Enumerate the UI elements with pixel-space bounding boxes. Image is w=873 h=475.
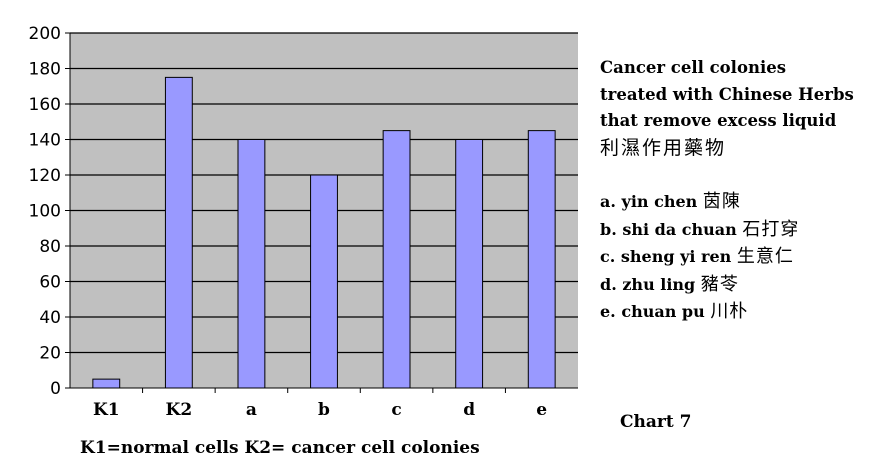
bar-k2	[164, 76, 193, 389]
legend-chinese: 生意仁	[736, 246, 794, 267]
title-line: Cancer cell colonies	[600, 58, 787, 77]
title-line: treated with Chinese Herbs	[600, 84, 854, 104]
y-tick-label: 120	[29, 166, 61, 186]
x-tick-label: c	[391, 400, 401, 420]
y-tick-label: 20	[39, 344, 61, 364]
legend-item: c. sheng yi ren 生意仁	[600, 243, 870, 271]
bars	[92, 76, 556, 389]
bar-c	[382, 130, 411, 389]
x-tick-label: a	[246, 400, 257, 420]
legend-name: sheng yi ren	[620, 247, 732, 266]
legend-chinese: 豬苓	[700, 273, 739, 295]
x-tick-label: e	[536, 400, 547, 420]
bar-a	[237, 139, 266, 389]
legend-item: b. shi da chuan 石打穿	[600, 216, 870, 244]
legend-key: d.	[600, 274, 617, 294]
title-line: that remove excess liquid	[600, 111, 837, 130]
bar-d	[455, 139, 484, 389]
title-chinese: 利濕作用藥物	[600, 136, 727, 159]
x-tick-label: K1	[93, 400, 120, 420]
legend-name: yin chen	[621, 192, 698, 211]
chart-title: Cancer cell colonies treated with Chines…	[600, 55, 870, 161]
legend-name: chuan pu	[621, 302, 705, 321]
y-tick-label: 200	[29, 24, 61, 44]
bar-e	[527, 130, 556, 389]
footnote: K1=normal cells K2= cancer cell colonies	[80, 438, 480, 458]
legend-key: e.	[600, 302, 616, 321]
legend-key: c.	[600, 247, 616, 266]
y-tick-label: 0	[50, 379, 61, 399]
legend-key: a.	[600, 192, 616, 211]
legend-item: a. yin chen 茵陳	[600, 188, 870, 216]
y-tick-label: 40	[39, 308, 61, 328]
herb-legend: a. yin chen 茵陳 b. shi da chuan 石打穿 c. sh…	[600, 188, 870, 326]
legend-chinese: 川朴	[710, 301, 749, 322]
legend-chinese: 茵陳	[702, 191, 741, 212]
y-tick-label: 180	[29, 60, 61, 80]
chart-number-label: Chart 7	[620, 412, 692, 432]
x-tick-label: K2	[166, 400, 193, 420]
x-tick-label: d	[463, 400, 475, 420]
legend-item: e. chuan pu 川朴	[600, 298, 870, 326]
legend-chinese: 石打穿	[742, 218, 800, 240]
legend-name: shi da chuan	[622, 219, 737, 239]
y-tick-label: 60	[39, 273, 61, 293]
y-tick-label: 100	[29, 202, 61, 222]
legend-name: zhu ling	[622, 274, 696, 294]
x-tick-label: b	[318, 400, 330, 420]
y-tick-label: 160	[29, 95, 61, 115]
bar-b	[310, 174, 338, 389]
y-tick-label: 140	[29, 131, 61, 151]
bar-k1	[92, 378, 121, 389]
y-tick-labels: 0 20 40 60 80 100 120 140 160 180 200	[29, 24, 70, 399]
y-tick-label: 80	[39, 237, 61, 257]
legend-item: d. zhu ling 豬苓	[600, 271, 870, 299]
x-tick-labels: K1 K2 a b c d e	[93, 388, 547, 420]
legend-key: b.	[600, 219, 617, 239]
